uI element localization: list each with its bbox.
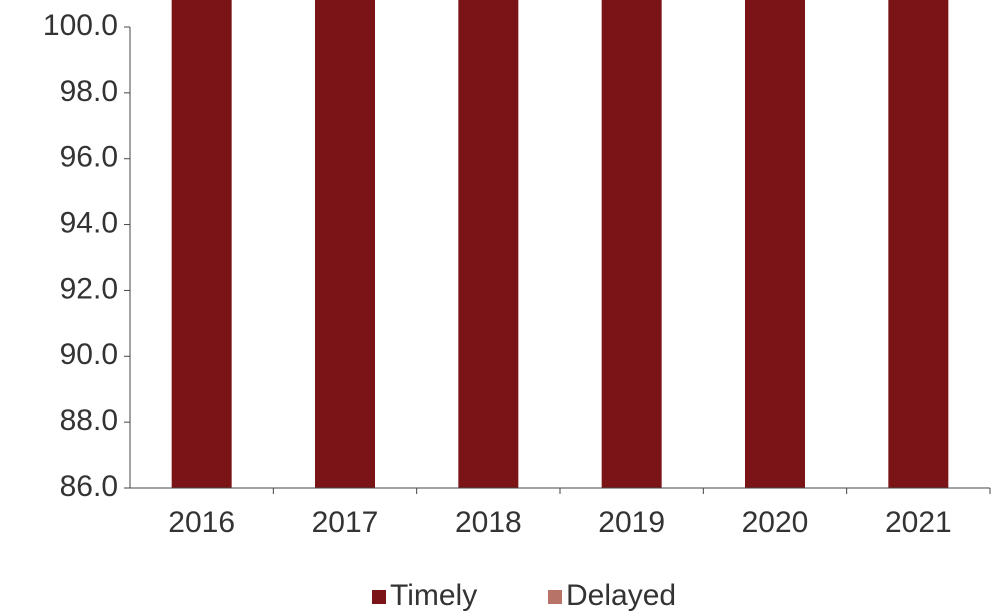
x-tick-label: 2020 <box>742 506 809 539</box>
bar-segment <box>458 0 519 488</box>
bar-segment <box>315 0 375 488</box>
y-tick-label: 96.0 <box>60 141 118 174</box>
y-tick-label: 88.0 <box>60 404 118 437</box>
y-tick-label: 100.0 <box>43 9 118 42</box>
legend-label: Delayed <box>566 579 676 612</box>
legend-swatch <box>548 590 562 604</box>
x-tick-label: 2019 <box>598 506 665 539</box>
bar-segment <box>171 0 232 488</box>
bar-segment <box>888 0 949 488</box>
y-tick-label: 90.0 <box>60 338 118 371</box>
x-tick-label: 2017 <box>312 506 379 539</box>
bar-segment <box>745 0 805 488</box>
y-tick-label: 92.0 <box>60 272 118 305</box>
y-tick-label: 94.0 <box>60 206 118 239</box>
legend-label: Timely <box>390 579 477 612</box>
x-tick-label: 2018 <box>455 506 522 539</box>
bar-segment <box>601 0 662 488</box>
legend-swatch <box>372 590 386 604</box>
x-tick-label: 2016 <box>168 506 235 539</box>
y-tick-label: 86.0 <box>60 470 118 503</box>
x-tick-label: 2021 <box>885 506 952 539</box>
y-tick-label: 98.0 <box>60 75 118 108</box>
